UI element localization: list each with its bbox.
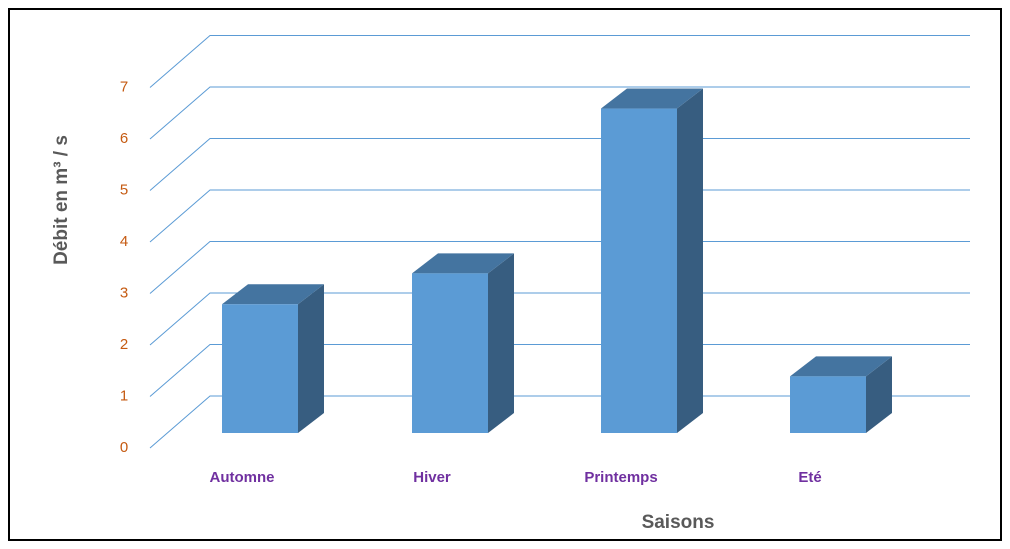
x-tick-label: Hiver (413, 469, 451, 486)
grid-line (149, 189, 970, 243)
grid-line (149, 241, 970, 294)
y-tick-label: 6 (120, 130, 128, 147)
bar-side (866, 356, 892, 433)
bar-side (488, 253, 514, 433)
y-tick-label: 4 (120, 233, 128, 250)
x-tick-label: Eté (798, 469, 821, 486)
grid-line (149, 395, 970, 449)
y-tick-label: 7 (120, 78, 128, 95)
bar (601, 108, 677, 434)
y-tick-label: 5 (120, 181, 128, 198)
y-tick-label: 0 (120, 439, 128, 456)
bar-side (677, 88, 703, 434)
grid-line (149, 292, 970, 346)
y-tick-label: 1 (120, 387, 128, 404)
bar-top (222, 284, 324, 305)
bar-top (601, 88, 703, 109)
grid-line (149, 35, 970, 88)
grid-line (149, 138, 970, 191)
x-axis-title: Saisons (642, 512, 715, 533)
x-tick-label: Automne (210, 469, 275, 486)
y-axis-title: Débit en m³ / s (51, 135, 72, 265)
bar (222, 304, 298, 433)
bar-top (790, 356, 892, 377)
bar-top (412, 253, 514, 274)
grid-line (149, 86, 970, 140)
bar-side (298, 284, 324, 433)
bar (790, 376, 866, 433)
grid-line (149, 344, 970, 397)
y-tick-label: 2 (120, 336, 128, 353)
x-tick-label: Printemps (584, 469, 657, 486)
bar (412, 273, 488, 433)
y-tick-label: 3 (120, 284, 128, 301)
